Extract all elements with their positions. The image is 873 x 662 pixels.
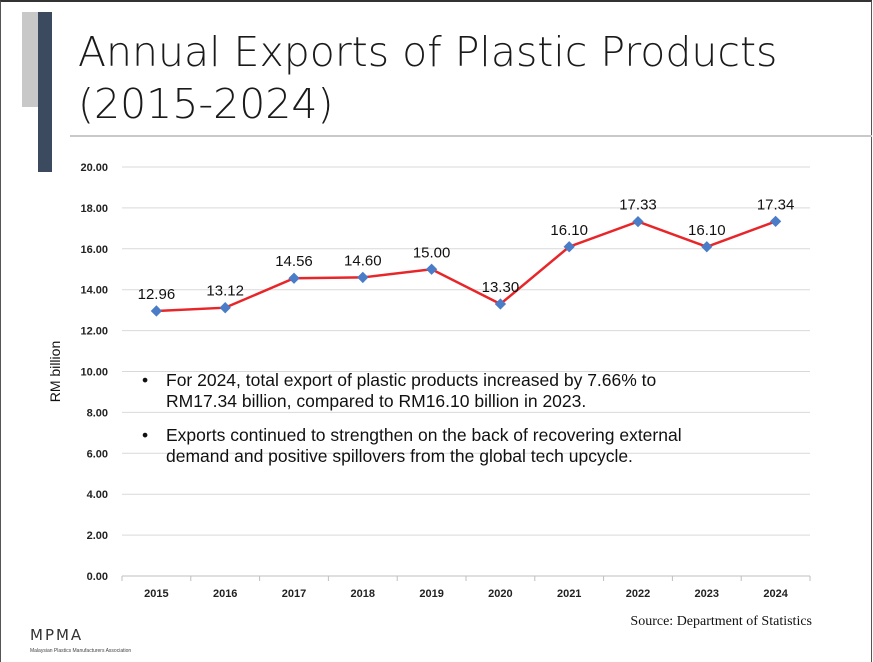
x-tick-label: 2020 <box>488 588 512 600</box>
accent-bar-navy <box>38 12 52 172</box>
bullet-list: • For 2024, total export of plastic prod… <box>140 370 780 480</box>
bullet-dot-icon: • <box>142 425 149 445</box>
y-tick-label: 6.00 <box>87 448 108 460</box>
data-label: 17.33 <box>619 197 657 214</box>
bullet-item: • For 2024, total export of plastic prod… <box>140 370 780 412</box>
data-point <box>288 272 300 284</box>
data-label: 16.10 <box>550 222 588 239</box>
data-point <box>219 302 231 314</box>
bullet-item: • Exports continued to strengthen on the… <box>140 425 780 467</box>
title-divider <box>70 135 872 137</box>
y-tick-label: 2.00 <box>87 530 108 542</box>
logo-subtext: Malaysian Plastics Manufacturers Associa… <box>30 648 132 654</box>
accent-bar-gray <box>22 12 38 107</box>
y-tick-label: 10.00 <box>80 367 108 379</box>
title-line-1: Annual Exports of Plastic Products <box>78 28 778 76</box>
y-tick-label: 14.00 <box>80 285 108 297</box>
logo-text: MPMA <box>30 626 84 644</box>
data-label: 17.34 <box>757 196 795 213</box>
title-line-2: (2015-2024) <box>78 80 334 128</box>
y-tick-label: 12.00 <box>80 326 108 338</box>
x-tick-label: 2019 <box>419 588 443 600</box>
x-tick-label: 2023 <box>695 588 719 600</box>
bullet-text-line: demand and positive spillovers from the … <box>166 446 633 466</box>
y-tick-label: 4.00 <box>87 489 108 501</box>
data-label: 13.12 <box>206 283 244 300</box>
data-point <box>563 241 575 253</box>
x-tick-label: 2016 <box>213 588 237 600</box>
y-axis-label: RM billion <box>47 341 63 402</box>
data-label: 16.10 <box>688 222 726 239</box>
data-point <box>632 215 644 228</box>
y-tick-label: 0.00 <box>87 571 108 583</box>
bullet-dot-icon: • <box>142 370 149 390</box>
mpma-logo: MPMA Malaysian Plastics Manufacturers As… <box>30 626 160 660</box>
data-point <box>357 271 369 284</box>
y-tick-label: 16.00 <box>80 244 108 256</box>
data-point <box>769 215 782 228</box>
data-label: 14.56 <box>275 253 313 270</box>
data-point <box>494 298 507 310</box>
x-tick-label: 2024 <box>763 588 788 600</box>
data-point <box>150 305 163 317</box>
x-tick-label: 2021 <box>557 588 581 600</box>
x-tick-label: 2015 <box>144 588 168 600</box>
data-label: 15.00 <box>413 244 451 261</box>
y-tick-label: 18.00 <box>80 203 108 215</box>
slide-title: Annual Exports of Plastic Products (2015… <box>78 26 798 130</box>
x-tick-label: 2017 <box>282 588 306 600</box>
y-tick-label: 20.00 <box>80 162 108 174</box>
y-tick-label: 8.00 <box>87 407 108 419</box>
bullet-text-line: RM17.34 billion, compared to RM16.10 bil… <box>166 391 587 411</box>
series-line <box>156 220 777 313</box>
data-label: 14.60 <box>344 252 382 269</box>
data-label: 12.96 <box>138 286 176 303</box>
x-tick-label: 2018 <box>351 588 375 600</box>
data-point <box>701 241 713 253</box>
bullet-text-line: Exports continued to strengthen on the b… <box>166 425 682 445</box>
source-note: Source: Department of Statistics <box>630 614 812 629</box>
data-label: 13.30 <box>482 279 520 296</box>
data-point <box>425 263 438 275</box>
bullet-text-line: For 2024, total export of plastic produc… <box>166 370 657 390</box>
x-tick-label: 2022 <box>626 588 650 600</box>
